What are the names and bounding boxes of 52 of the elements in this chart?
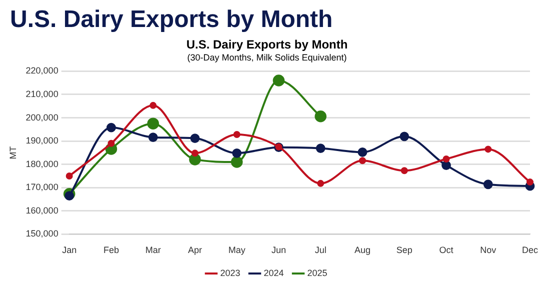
x-tick-label: Feb [103,245,119,256]
point [400,132,410,142]
text: U.S. Dairy Exports by Month [186,38,348,52]
point [147,118,159,130]
y-tick-label: 180,000 [26,158,58,169]
point [233,131,240,138]
point [272,74,285,86]
x-tick-label: Jul [314,245,326,256]
point [442,155,450,162]
point [442,160,451,170]
point [191,150,198,157]
x-tick-label: Nov [480,245,497,256]
x-tick-label: Oct [439,245,454,256]
legend-label: 2024 [264,268,284,278]
point [317,180,324,187]
point [108,140,115,147]
y-tick-label: 190,000 [26,136,58,146]
point [316,144,326,153]
point [358,157,366,164]
point [106,122,116,132]
point [483,180,493,190]
y-tick-label: 170,000 [26,182,58,192]
point [66,172,73,180]
x-tick-label: Sep [396,245,412,256]
x-tick-label: Jun [271,245,286,256]
x-tick-label: Jan [62,245,77,256]
point [230,156,243,168]
point [148,132,158,142]
chart-subtitle: (30-Day Months, Milk Solids Equivalent) [187,52,347,62]
y-tick-label: 220,000 [26,66,58,76]
point [190,134,200,143]
x-tick-label: Aug [354,245,370,256]
x-tick-label: Apr [188,245,202,256]
point [484,146,492,153]
x-tick-label: Mar [145,245,161,256]
point [400,167,408,174]
legend-label: 2023 [220,268,240,278]
y-tick-label: 200,000 [26,112,58,122]
y-axis-title: MT [8,146,18,160]
point [526,178,534,186]
point [64,191,74,200]
point [314,110,327,122]
y-tick-label: 210,000 [26,88,58,99]
y-tick-label: 150,000 [26,228,58,239]
y-tick-label: 160,000 [26,205,58,216]
point [150,102,157,109]
x-tick-label: May [228,245,246,256]
point [232,148,242,158]
point [358,148,368,157]
x-tick-label: Dec [522,245,538,256]
legend-label: 2025 [307,268,328,278]
chart-title: U.S. Dairy Exports by Month [9,5,334,34]
